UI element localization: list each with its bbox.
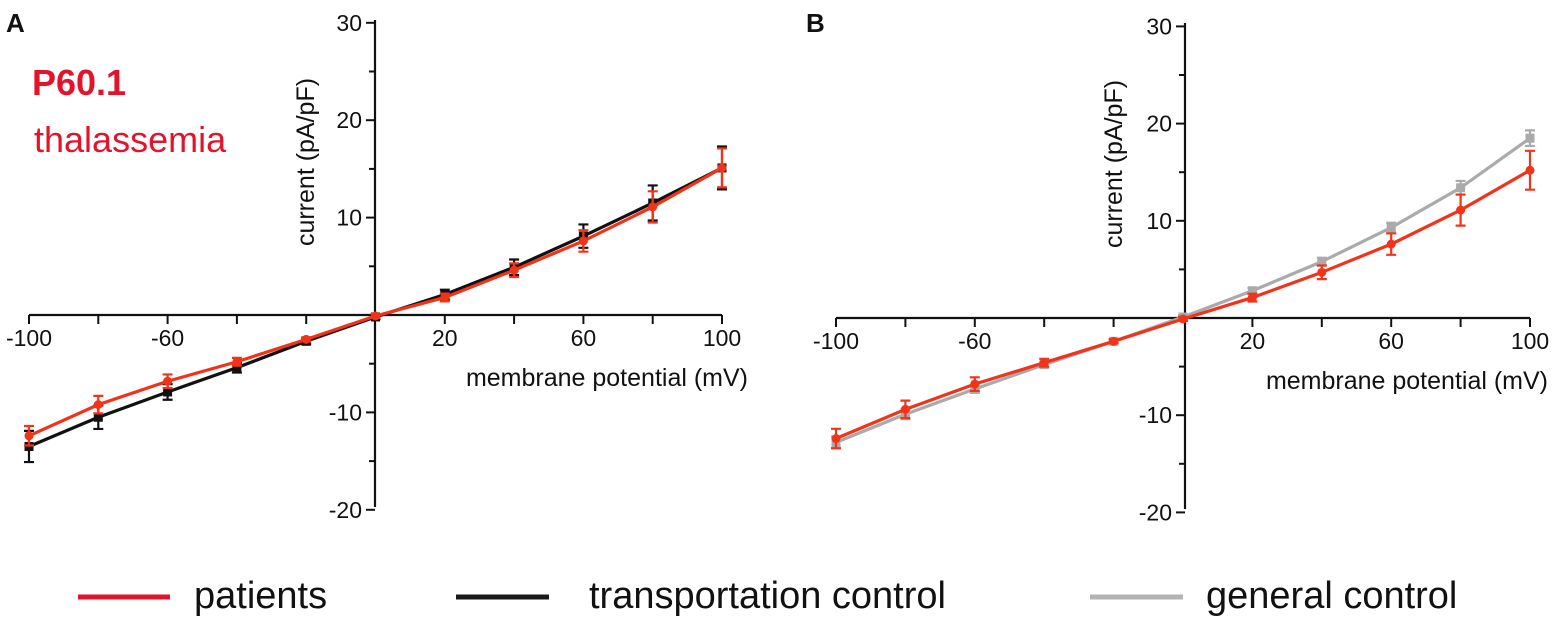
panel-a-letter: A	[6, 8, 25, 38]
legend: patients transportation control general …	[78, 575, 1457, 617]
panel-b-series-general-control	[831, 129, 1535, 450]
panel-b-series-patients	[831, 149, 1535, 450]
panel-a-point-patients	[163, 376, 173, 386]
panel-a-point-patients	[232, 357, 242, 367]
panel-a-condition: thalassemia	[34, 119, 227, 160]
panel-b-plot	[831, 129, 1535, 450]
panel-b-point-patients	[1386, 239, 1396, 249]
panel-b: B -100 -60 20 60 100 30 20 10 -10 -20 membrane po…	[806, 8, 1549, 525]
panel-b-point-patients	[1525, 165, 1535, 175]
panel-b-point-patients	[1039, 358, 1049, 368]
panel-a-y-tick-label: -20	[329, 497, 362, 523]
panel-b-y-tick-label: -20	[1139, 499, 1172, 525]
panel-b-point-patients	[1456, 205, 1466, 215]
panel-a-point-transportation-control	[232, 363, 242, 373]
panel-a-x-axis-title: membrane potential (mV)	[466, 364, 748, 392]
legend-label-patients: patients	[194, 575, 327, 617]
panel-a-y-tick-label: 30	[336, 10, 362, 36]
panel-a-point-transportation-control	[93, 412, 103, 422]
panel-b-y-axis-title: current (pA/pF)	[1100, 80, 1128, 248]
panel-a-point-patients	[371, 311, 380, 321]
panel-b-point-patients	[1109, 336, 1119, 346]
panel-b-point-patients	[970, 379, 980, 389]
panel-a-x-tick-label: 60	[571, 325, 597, 351]
panel-b-point-general-control	[1525, 133, 1535, 143]
panel-a-x-tick-label: -60	[151, 325, 184, 351]
panel-a: A P60.1 thalassemia -100 -60 20 60 100 30 20 10…	[6, 8, 748, 523]
panel-a-y-tick-label: 20	[336, 107, 362, 133]
panel-b-point-patients	[831, 434, 841, 444]
panel-a-y-axis-title: current (pA/pF)	[292, 78, 320, 246]
panel-a-axes: -100 -60 20 60 100 30 20 10 -10 -20	[6, 10, 741, 523]
panel-b-point-general-control	[1317, 257, 1327, 267]
panel-b-x-axis-title: membrane potential (mV)	[1266, 367, 1548, 395]
panel-b-x-tick-label: 60	[1378, 328, 1404, 354]
panel-a-y-tick-label: -10	[329, 399, 362, 425]
panel-b-y-tick-label: -10	[1139, 402, 1172, 428]
panel-b-y-tick-label: 30	[1146, 13, 1172, 39]
panel-a-point-transportation-control	[163, 387, 173, 397]
panel-b-point-patients	[900, 404, 910, 414]
legend-label-transportation-control: transportation control	[589, 575, 946, 617]
panel-b-point-patients	[1247, 293, 1257, 303]
panel-a-y-tick-label: 10	[336, 205, 362, 231]
panel-a-point-patients	[578, 236, 588, 246]
panel-b-x-tick-label: -60	[958, 328, 991, 354]
panel-a-point-patients	[93, 400, 103, 410]
panel-b-y-tick-label: 10	[1146, 208, 1172, 234]
panel-b-letter: B	[806, 8, 825, 38]
panel-a-subject-id: P60.1	[32, 62, 126, 103]
panel-b-axes: -100 -60 20 60 100 30 20 10 -10 -20	[813, 13, 1549, 525]
panel-a-x-tick-label: -100	[6, 325, 52, 351]
panel-a-x-tick-label: 20	[432, 325, 458, 351]
panel-a-point-patients	[648, 202, 658, 212]
panel-b-y-tick-label: 20	[1146, 111, 1172, 137]
panel-a-series-patients	[24, 147, 727, 447]
panel-b-point-general-control	[1456, 183, 1466, 193]
panel-a-point-patients	[509, 265, 519, 275]
panel-a-point-patients	[440, 292, 450, 302]
panel-a-point-patients	[717, 163, 727, 173]
panel-b-point-general-control	[1247, 286, 1257, 296]
panel-b-x-tick-label: 100	[1511, 328, 1549, 354]
panel-a-point-patients	[301, 334, 311, 344]
legend-label-general-control: general control	[1206, 575, 1457, 617]
panel-a-point-patients	[24, 431, 34, 441]
panel-b-point-patients	[1178, 314, 1188, 324]
panel-b-line-patients	[835, 168, 1531, 441]
panel-b-x-tick-label: 20	[1240, 328, 1266, 354]
panel-a-x-tick-label: 100	[703, 325, 741, 351]
panel-b-x-tick-label: -100	[813, 328, 859, 354]
panel-b-point-general-control	[1386, 223, 1396, 233]
panel-b-point-patients	[1317, 267, 1327, 277]
panel-a-plot	[24, 145, 727, 464]
